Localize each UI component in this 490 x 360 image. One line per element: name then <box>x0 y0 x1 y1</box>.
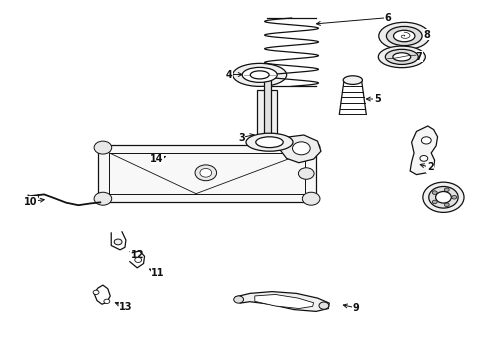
Text: 14: 14 <box>150 154 164 164</box>
Ellipse shape <box>234 296 244 303</box>
Ellipse shape <box>429 186 458 208</box>
Ellipse shape <box>195 165 217 181</box>
Ellipse shape <box>93 290 99 294</box>
Polygon shape <box>235 292 329 311</box>
Ellipse shape <box>343 76 363 85</box>
Ellipse shape <box>385 49 418 64</box>
Text: 11: 11 <box>151 268 165 278</box>
Ellipse shape <box>393 30 415 42</box>
Ellipse shape <box>378 46 425 68</box>
Text: 1: 1 <box>445 197 452 207</box>
Text: 2: 2 <box>427 162 434 172</box>
Ellipse shape <box>436 192 451 203</box>
Ellipse shape <box>302 141 320 154</box>
Ellipse shape <box>379 22 430 50</box>
Ellipse shape <box>319 302 329 309</box>
Text: 5: 5 <box>374 94 381 104</box>
Polygon shape <box>257 90 277 137</box>
Ellipse shape <box>114 239 122 245</box>
Text: 9: 9 <box>352 303 359 313</box>
Polygon shape <box>98 145 316 202</box>
Text: 7: 7 <box>416 51 422 62</box>
Ellipse shape <box>302 192 320 205</box>
Ellipse shape <box>444 188 449 192</box>
Polygon shape <box>255 294 314 309</box>
Ellipse shape <box>393 53 411 61</box>
Text: 3: 3 <box>238 132 245 143</box>
Ellipse shape <box>421 137 431 144</box>
Ellipse shape <box>432 200 437 204</box>
Ellipse shape <box>94 141 112 154</box>
Ellipse shape <box>423 182 464 212</box>
Text: 8: 8 <box>424 30 431 40</box>
Polygon shape <box>264 76 270 137</box>
Text: 13: 13 <box>119 302 133 312</box>
Ellipse shape <box>250 71 269 79</box>
Ellipse shape <box>432 191 437 194</box>
Ellipse shape <box>293 142 310 155</box>
Ellipse shape <box>246 133 293 151</box>
Ellipse shape <box>444 203 449 207</box>
Ellipse shape <box>233 63 287 86</box>
Text: 6: 6 <box>385 13 392 23</box>
Ellipse shape <box>200 168 212 177</box>
Ellipse shape <box>94 192 112 205</box>
Text: 4: 4 <box>226 69 233 80</box>
Ellipse shape <box>420 156 428 161</box>
Ellipse shape <box>452 195 457 199</box>
Ellipse shape <box>387 26 422 46</box>
Polygon shape <box>410 126 438 175</box>
Ellipse shape <box>135 257 142 262</box>
Ellipse shape <box>256 137 283 148</box>
Text: 10: 10 <box>24 197 38 207</box>
Ellipse shape <box>242 67 277 82</box>
Ellipse shape <box>298 168 314 179</box>
Text: 12: 12 <box>130 249 144 260</box>
Ellipse shape <box>104 299 110 303</box>
Polygon shape <box>280 135 321 163</box>
